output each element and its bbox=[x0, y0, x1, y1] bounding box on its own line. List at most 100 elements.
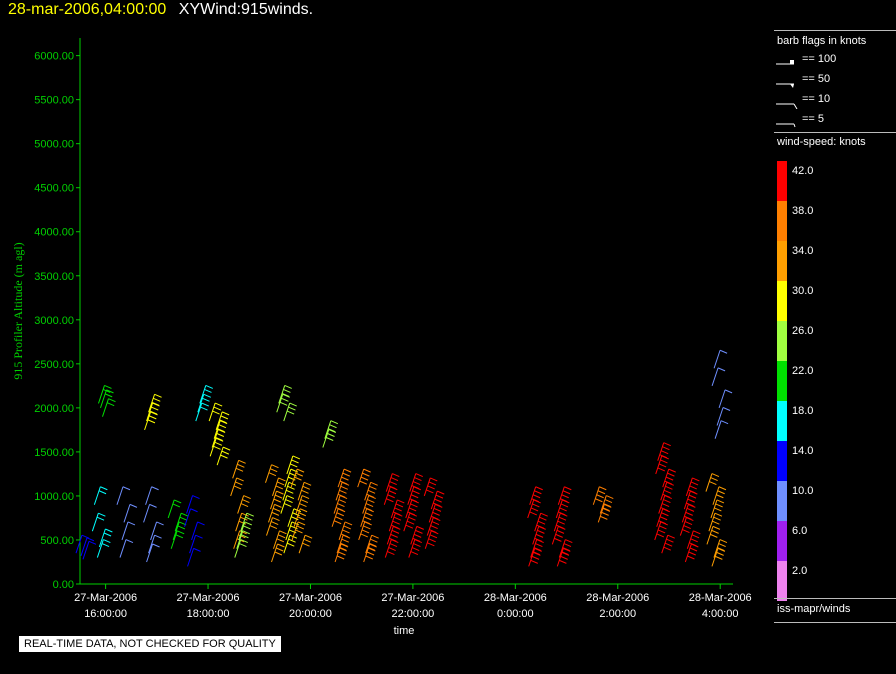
wind-barb-flag bbox=[560, 555, 568, 560]
wind-barb-flag bbox=[292, 455, 301, 460]
wind-barb-flag bbox=[368, 547, 376, 552]
wind-barb bbox=[658, 495, 666, 514]
wind-barb bbox=[390, 499, 398, 519]
y-tick-label: 4500.00 bbox=[34, 183, 74, 195]
wind-barb bbox=[236, 530, 244, 549]
wind-barb bbox=[365, 535, 373, 554]
x-tick-label-date: 28-Mar-2006 bbox=[586, 592, 649, 604]
wind-barb-flag bbox=[328, 429, 337, 433]
wind-barb-flag bbox=[100, 486, 108, 491]
wind-barb-column bbox=[322, 420, 339, 448]
wind-barb-flag bbox=[220, 415, 229, 420]
wind-barb-flag bbox=[286, 495, 295, 500]
wind-barb-flag bbox=[271, 521, 279, 526]
wind-barb-flag bbox=[662, 508, 670, 513]
wind-barb-flag bbox=[329, 424, 337, 429]
scale-label: 22.0 bbox=[792, 365, 814, 377]
legend-divider bbox=[774, 132, 896, 133]
color-swatch bbox=[777, 521, 787, 561]
wind-profile-plot: 0.00 500.00 1000.00 1500.00 2000.00 2500.00 30… bbox=[11, 38, 752, 637]
wind-barb-flag bbox=[215, 437, 224, 442]
wind-barb-flag bbox=[533, 547, 542, 552]
wind-barb bbox=[143, 504, 151, 523]
wind-barb-flag bbox=[180, 512, 189, 517]
wind-barb-flag bbox=[559, 507, 567, 512]
wind-barb-flag bbox=[283, 389, 291, 393]
wind-barb bbox=[681, 504, 689, 523]
wind-barb-flag bbox=[152, 402, 160, 407]
wind-barb-flag bbox=[717, 367, 726, 372]
wind-barb-flag bbox=[153, 397, 161, 402]
wind-barb-flag bbox=[333, 520, 342, 525]
wind-barb bbox=[199, 385, 207, 404]
wind-barb-flag bbox=[343, 525, 351, 530]
wind-barb-column bbox=[679, 477, 701, 563]
wind-barb-flag bbox=[433, 517, 441, 522]
wind-barb bbox=[211, 429, 219, 448]
wind-barb-flag bbox=[284, 503, 292, 508]
wind-barb bbox=[209, 438, 217, 457]
wind-barb-flag bbox=[288, 538, 296, 543]
wind-barb-flag bbox=[394, 507, 402, 512]
wind-barb bbox=[121, 521, 129, 541]
wind-barb bbox=[555, 499, 563, 519]
wind-barb-flag bbox=[246, 512, 254, 517]
wind-barb-flag bbox=[291, 459, 299, 464]
wind-barb-flag bbox=[212, 410, 220, 415]
wind-barb-flag bbox=[558, 516, 567, 521]
wind-barb bbox=[146, 402, 154, 422]
wind-barb-flag bbox=[600, 515, 608, 520]
wind-barb-flag bbox=[279, 401, 288, 406]
wind-barb-flag bbox=[434, 498, 442, 503]
y-tick-label: 2500.00 bbox=[34, 359, 74, 371]
wind-barb bbox=[93, 486, 101, 505]
wind-barb-flag bbox=[98, 490, 107, 495]
wind-barb-flag bbox=[392, 520, 400, 525]
wind-barb-flag bbox=[217, 429, 226, 433]
color-swatch bbox=[777, 281, 787, 321]
scale-label: 30.0 bbox=[792, 285, 814, 297]
wind-barb bbox=[80, 537, 88, 556]
wind-barb bbox=[98, 528, 106, 548]
wind-barb bbox=[706, 526, 714, 545]
color-swatch bbox=[777, 361, 787, 401]
wind-barb-flag bbox=[537, 520, 546, 525]
wind-barb-flag bbox=[275, 494, 283, 499]
scale-label: 38.0 bbox=[792, 205, 814, 217]
wind-barb bbox=[338, 521, 346, 541]
wind-barb bbox=[331, 508, 339, 527]
wind-barb-flag bbox=[147, 419, 156, 424]
wind-barb bbox=[284, 468, 292, 488]
wind-barb-column bbox=[527, 486, 548, 567]
wind-barb-flag bbox=[175, 534, 184, 539]
wind-barb-flag bbox=[562, 490, 571, 495]
wind-barb-flag bbox=[533, 551, 541, 556]
wind-barb-flag bbox=[287, 542, 295, 547]
wind-barb bbox=[383, 486, 391, 505]
wind-barb-flag bbox=[539, 516, 547, 521]
wind-barb bbox=[237, 495, 245, 514]
wind-barb-flag bbox=[103, 532, 112, 537]
wind-barb-flag bbox=[340, 485, 348, 490]
wind-barb bbox=[298, 535, 306, 554]
wind-barb-flag bbox=[388, 490, 397, 495]
wind-barb-flag bbox=[201, 402, 209, 407]
wind-barb-column bbox=[403, 473, 424, 558]
wind-barb-flag bbox=[395, 512, 403, 517]
wind-barb-flag bbox=[390, 477, 399, 481]
y-tick-label: 2000.00 bbox=[34, 403, 74, 415]
wind-barb-flag bbox=[719, 539, 728, 544]
wind-barb bbox=[661, 535, 669, 554]
wind-barb-column bbox=[705, 473, 728, 567]
wind-barb bbox=[657, 442, 665, 461]
wind-barb-flag bbox=[712, 520, 720, 525]
wind-barb-flag bbox=[176, 530, 185, 535]
wind-barb-flag bbox=[286, 489, 294, 494]
wind-barb-flag bbox=[237, 463, 245, 468]
color-swatch bbox=[777, 481, 787, 521]
wind-barb-flag bbox=[238, 534, 246, 539]
wind-barb bbox=[293, 508, 301, 527]
wind-barb-flag bbox=[294, 476, 302, 481]
wind-barb-flag bbox=[718, 543, 726, 548]
y-tick-label: 500.00 bbox=[40, 535, 74, 547]
